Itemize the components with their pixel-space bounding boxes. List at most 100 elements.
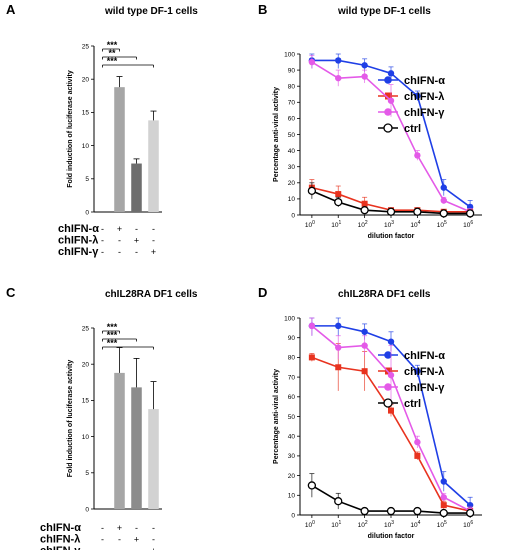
legend-marker (385, 367, 392, 375)
significance-stars: *** (107, 40, 118, 50)
data-point (440, 502, 447, 509)
bar (148, 409, 159, 509)
data-point (414, 452, 421, 459)
y-tick-label: 5 (85, 176, 89, 183)
x-tick-exponent: 1 (338, 520, 341, 526)
y-tick-label: 10 (82, 434, 90, 441)
x-tick-label: 106 (463, 520, 473, 529)
y-tick-label: 20 (82, 77, 90, 84)
treatment-sign: - (152, 236, 155, 246)
x-tick-exponent: 4 (418, 220, 421, 226)
x-tick-exponent: 5 (444, 520, 447, 526)
data-point (360, 206, 369, 215)
data-point (335, 57, 342, 64)
data-point (387, 371, 395, 379)
y-tick-label: 15 (82, 398, 90, 405)
x-tick-base: 10 (437, 222, 445, 229)
y-tick-label: 20 (288, 180, 296, 187)
data-point (335, 191, 342, 198)
treatment-sign: - (101, 535, 104, 545)
y-tick-label: 0 (291, 212, 295, 219)
y-tick-label: 100 (284, 315, 295, 322)
y-axis-label: Percentage anti-viral activity (273, 87, 280, 182)
data-point (440, 478, 447, 485)
treatment-sign: - (118, 236, 121, 246)
x-tick-label: 101 (331, 520, 341, 529)
legend-label: ctrl (404, 123, 421, 135)
treatment-sign: - (101, 224, 104, 234)
bar (131, 387, 142, 509)
x-tick-label: 104 (410, 220, 420, 229)
treatment-sign: - (135, 247, 138, 257)
significance-stars: *** (107, 338, 118, 348)
x-tick-base: 10 (331, 522, 339, 529)
data-point (413, 506, 422, 516)
data-point (439, 209, 448, 218)
y-tick-label: 50 (288, 132, 296, 139)
y-tick-label: 0 (85, 209, 89, 216)
bar (114, 87, 125, 212)
treatment-sign: - (135, 224, 138, 234)
x-axis-label: dilution factor (368, 233, 415, 240)
data-point (386, 207, 396, 216)
chart-title: chIL28RA DF1 cells (105, 289, 198, 300)
x-tick-label: 103 (384, 520, 394, 529)
data-point (335, 74, 342, 82)
data-point (440, 184, 447, 191)
data-point (334, 497, 343, 506)
data-point (334, 197, 343, 207)
data-point (386, 506, 396, 516)
series-3: ctrl (307, 398, 475, 518)
y-tick-label: 15 (82, 110, 90, 117)
data-point (307, 481, 317, 490)
data-point (440, 197, 447, 204)
x-tick-base: 10 (305, 522, 313, 529)
y-tick-label: 30 (288, 164, 296, 171)
y-tick-label: 100 (284, 51, 295, 58)
data-point (388, 407, 394, 414)
data-point (413, 207, 422, 216)
x-tick-exponent: 3 (391, 220, 394, 226)
x-tick-base: 10 (358, 222, 366, 229)
data-point (308, 58, 316, 66)
y-tick-label: 20 (82, 362, 90, 369)
y-tick-label: 10 (82, 143, 90, 150)
x-tick-label: 101 (331, 220, 341, 229)
treatment-sign: - (135, 546, 138, 550)
treatment-sign: + (134, 236, 139, 246)
y-tick-label: 60 (288, 394, 296, 401)
chart-title: chIL28RA DF1 cells (338, 289, 431, 300)
x-tick-exponent: 6 (470, 220, 473, 226)
series-line (311, 59, 471, 208)
x-tick-exponent: 5 (444, 220, 447, 226)
treatment-sign: - (101, 236, 104, 246)
treatment-sign: + (134, 535, 139, 545)
legend-marker (384, 383, 392, 391)
data-point (387, 97, 395, 104)
x-tick-base: 10 (463, 522, 471, 529)
x-tick-label: 100 (305, 520, 315, 529)
x-tick-base: 10 (384, 522, 392, 529)
legend-label: chIFN-α (404, 350, 445, 362)
legend-label: chIFN-α (404, 75, 445, 87)
y-tick-label: 5 (85, 470, 89, 477)
bar (114, 372, 125, 509)
data-point (414, 152, 421, 159)
data-point (465, 209, 475, 218)
condition-label: chIFN-λ (40, 534, 80, 546)
data-point (307, 186, 317, 196)
legend-label: chIFN-γ (404, 382, 445, 394)
condition-label: chIFN-α (58, 223, 99, 235)
x-tick-exponent: 1 (338, 220, 341, 226)
x-tick-label: 102 (358, 520, 368, 529)
y-tick-label: 0 (291, 512, 295, 519)
series-0: chIFN-α (308, 53, 474, 214)
x-tick-label: 106 (463, 220, 473, 229)
y-tick-label: 25 (82, 43, 90, 50)
treatment-sign: - (152, 224, 155, 234)
significance-stars: *** (107, 56, 118, 66)
x-tick-base: 10 (331, 222, 339, 229)
y-tick-label: 30 (288, 453, 296, 460)
